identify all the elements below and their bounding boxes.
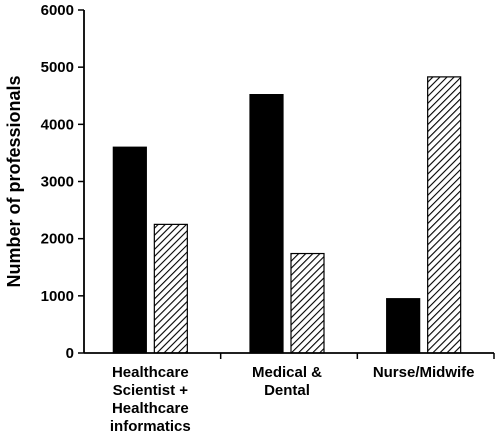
y-tick-label-1: 1000 bbox=[41, 288, 74, 305]
x-category-label-1: Medical & Dental bbox=[252, 364, 322, 399]
y-tick-label-2: 2000 bbox=[41, 231, 74, 248]
x-category-label-2: Nurse/Midwife bbox=[373, 364, 475, 381]
y-tick-label-0: 0 bbox=[66, 345, 74, 362]
y-tick-label-5: 5000 bbox=[41, 59, 74, 76]
x-category-label-0: Healthcare Scientist + Healthcare informati… bbox=[110, 364, 191, 435]
y-axis-title: Number of professionals bbox=[4, 75, 24, 287]
y-tick-label-4: 4000 bbox=[41, 116, 74, 133]
labels-group: 0 1000 2000 3000 4000 5000 6000 Healthcare Scien… bbox=[4, 2, 475, 435]
bar-hatched-2 bbox=[427, 76, 462, 354]
bar-solid-2 bbox=[386, 298, 421, 354]
axes-group bbox=[78, 9, 495, 359]
bar-solid-1 bbox=[249, 94, 284, 354]
y-tick-label-6: 6000 bbox=[41, 2, 74, 19]
y-tick-label-3: 3000 bbox=[41, 174, 74, 191]
bar-hatched-0 bbox=[153, 223, 188, 354]
bar-hatched-1 bbox=[290, 252, 325, 354]
bars-group bbox=[112, 76, 462, 354]
bar-solid-0 bbox=[112, 146, 147, 354]
